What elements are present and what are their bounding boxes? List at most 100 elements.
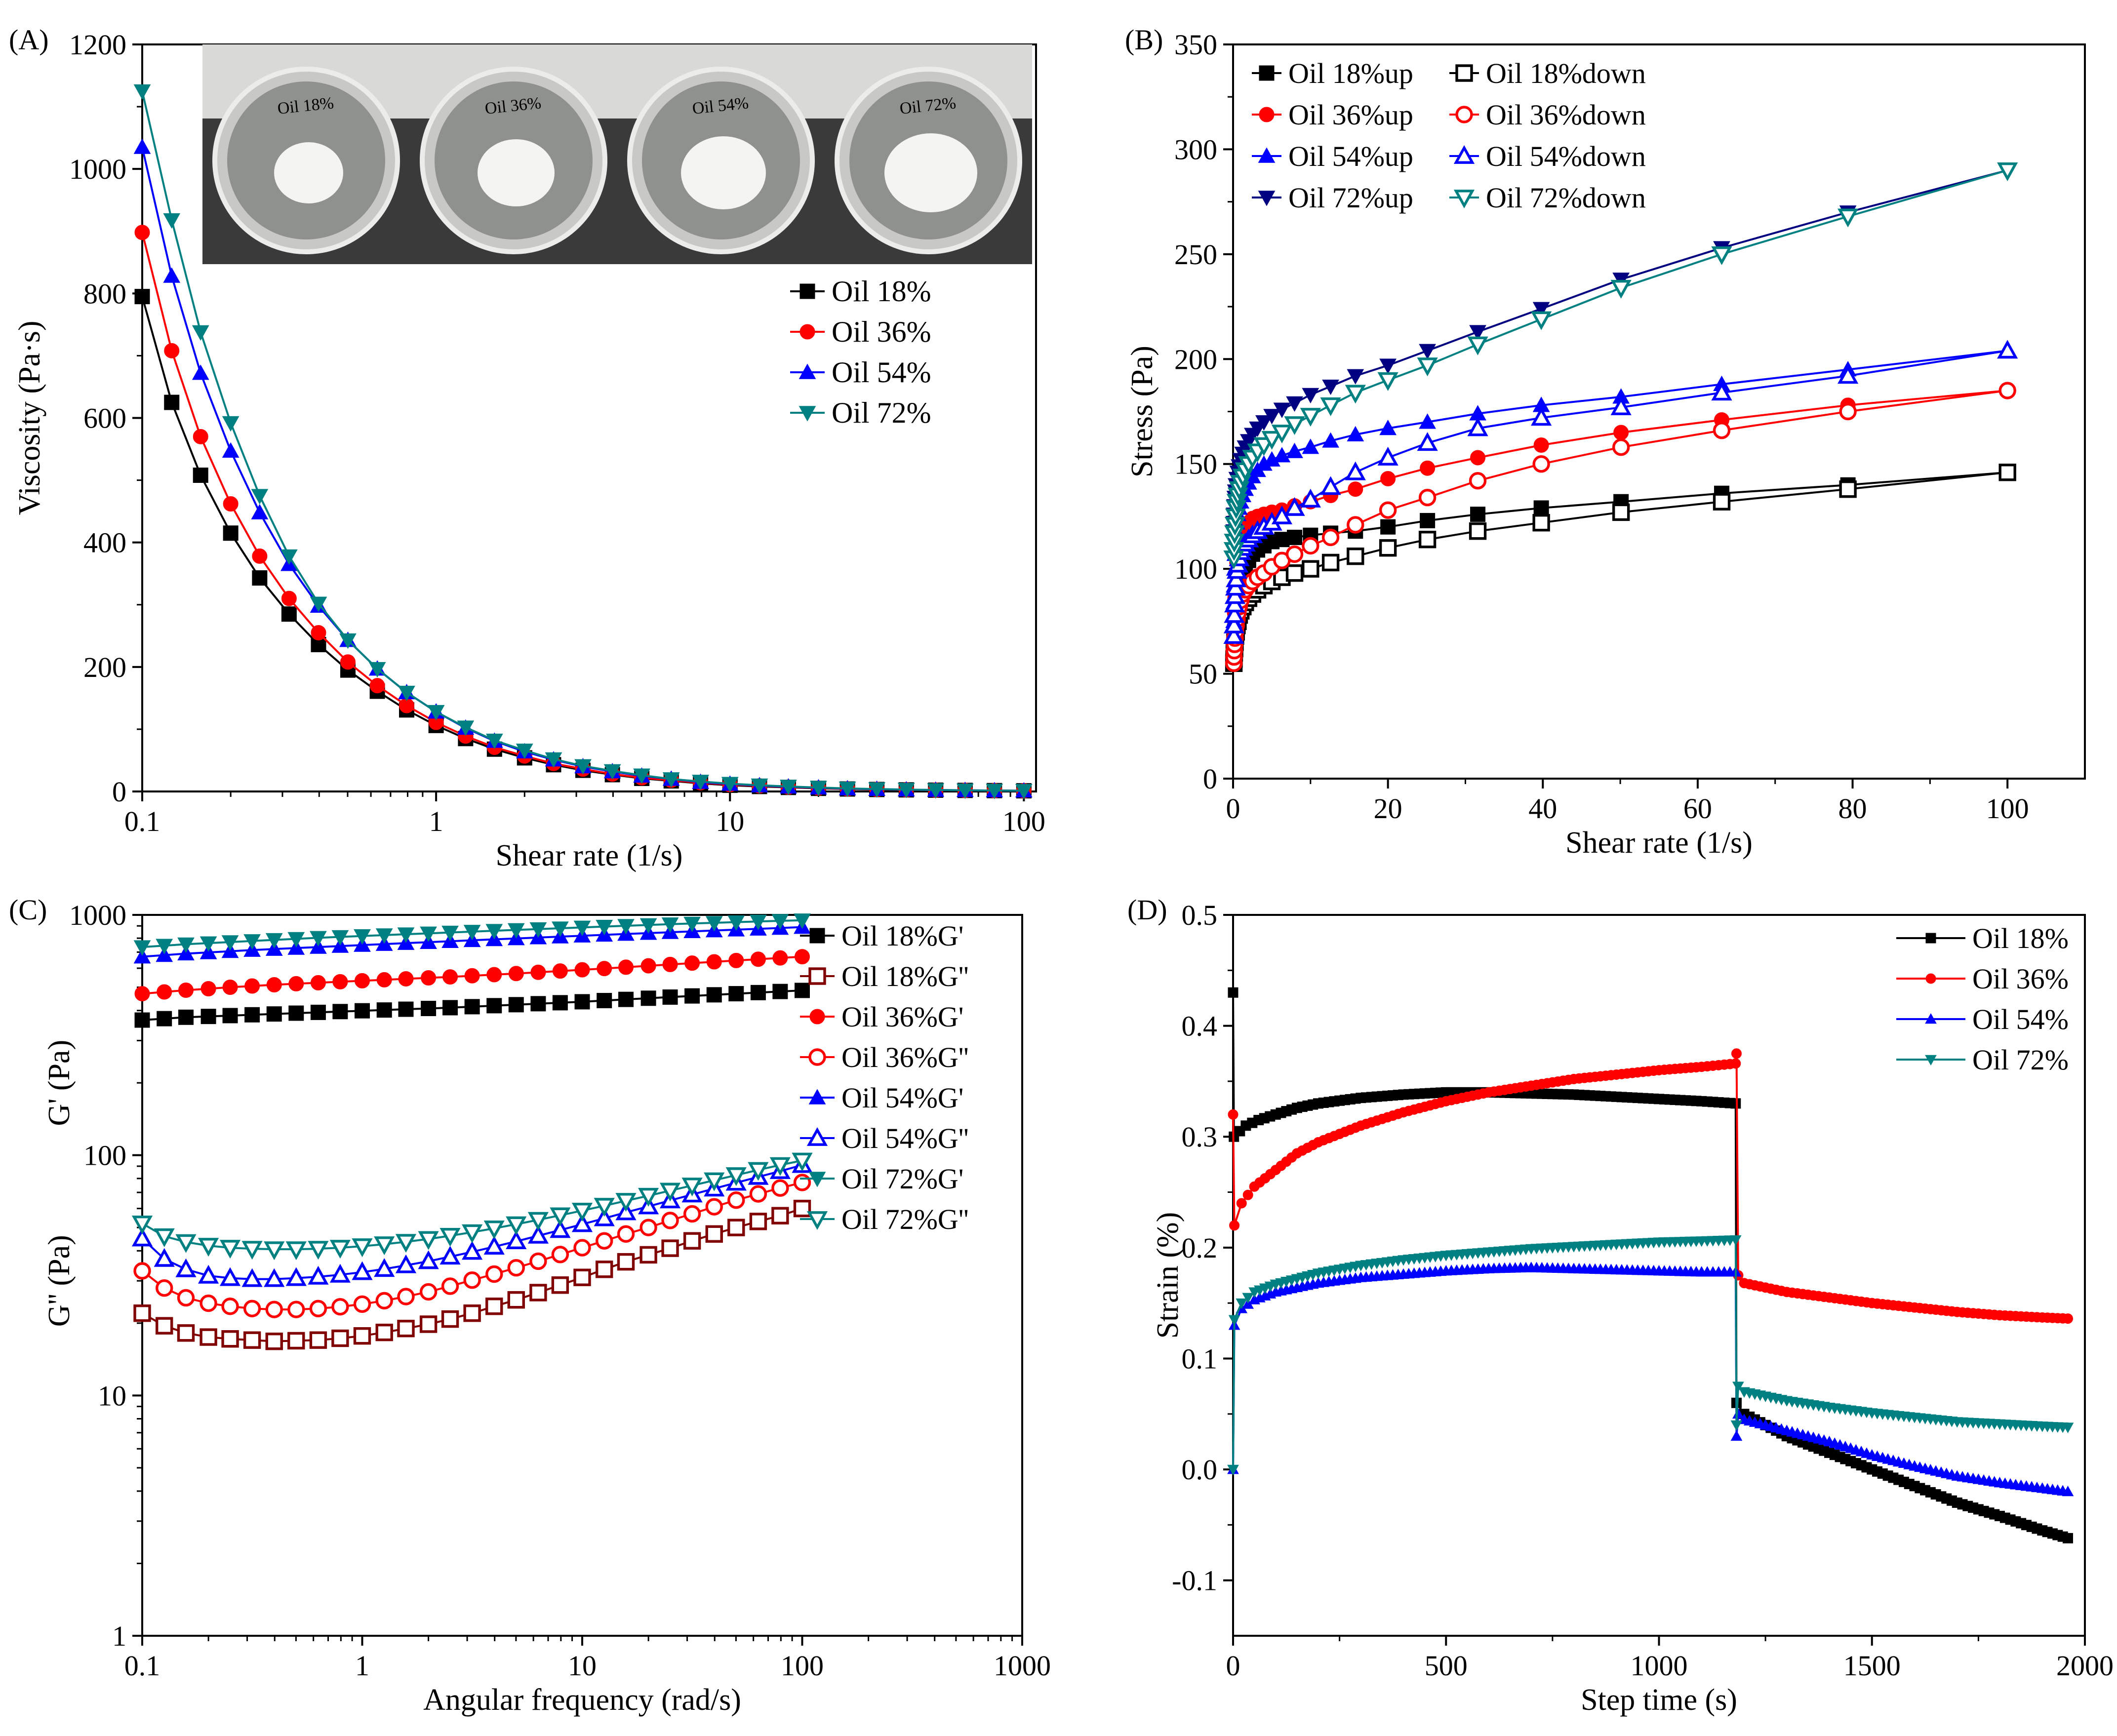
data-point: [1610, 396, 1632, 415]
legend: Oil 18%up Oil 18%down Oil 36%up Oil 36%down…: [1252, 57, 1646, 214]
x-tick-label: 100: [781, 1650, 824, 1682]
dish: Oil 72%: [835, 67, 1022, 254]
data-point: [1691, 1062, 1702, 1073]
data-point: [222, 416, 240, 432]
data-point: [1393, 1108, 1403, 1119]
data-point: [1563, 1089, 1574, 1100]
data-point: [551, 1276, 569, 1294]
data-point: [550, 1219, 571, 1238]
data-point: [1691, 1096, 1702, 1106]
data-point: [780, 780, 797, 795]
data-point: [1263, 409, 1280, 425]
data-point: [2031, 1481, 2043, 1493]
cream-sample: [884, 133, 977, 212]
data-point: [1236, 1298, 1248, 1309]
data-point: [1605, 1091, 1616, 1102]
data-point: [398, 1001, 414, 1017]
data-point: [264, 1268, 285, 1287]
data-point: [192, 325, 209, 341]
data-point: [721, 777, 739, 792]
data-point: [420, 926, 437, 942]
legend-label: Oil 18%G': [841, 920, 963, 952]
legend-marker: [1455, 64, 1473, 82]
data-point: [485, 1298, 503, 1315]
data-point: [266, 1006, 282, 1022]
data-point: [1307, 1270, 1319, 1281]
data-point: [285, 1241, 307, 1261]
legend-label: Oil 36%G'': [841, 1041, 969, 1073]
y-axis-label-bottom: G'' (Pa): [42, 1235, 76, 1327]
data-point: [163, 267, 181, 283]
data-point: [597, 993, 612, 1009]
data-point: [1350, 1272, 1361, 1283]
data-point: [427, 705, 445, 721]
data-point: [1989, 1509, 2000, 1520]
data-point: [421, 970, 437, 986]
data-point: [1998, 382, 2016, 399]
legend-item: Oil 54%: [790, 356, 931, 389]
data-point: [793, 1174, 811, 1191]
data-point: [223, 525, 239, 541]
legend-marker: [1453, 145, 1475, 164]
data-point: [706, 987, 722, 1003]
legend-item: Oil 54%down: [1449, 140, 1646, 172]
x-tick-label: 100: [1986, 792, 2029, 825]
y-tick-label: 1000: [69, 899, 126, 931]
data-point: [1322, 432, 1339, 448]
y-tick-label: 800: [83, 277, 126, 310]
data-point: [596, 1232, 613, 1250]
data-point: [507, 923, 525, 939]
data-point: [1228, 987, 1238, 998]
x-tick-label: 100: [1002, 805, 1045, 837]
y-axis-label-top: G' (Pa): [42, 1040, 76, 1126]
data-point: [1711, 382, 1732, 401]
panel-d: 0 500 1000 1500 2000 -0.1 0.0 0.1 0.2 0.3 0.4 0.5 (D…: [1127, 894, 2114, 1717]
data-point: [353, 1295, 371, 1313]
data-point: [439, 1227, 461, 1247]
series-oil-36-: [134, 225, 1032, 798]
data-point: [1861, 1407, 1873, 1419]
legend-label: Oil 54%up: [1288, 140, 1413, 172]
data-point: [463, 1271, 481, 1289]
data-point: [222, 1008, 238, 1024]
data-point: [1242, 1189, 1253, 1200]
data-point: [1320, 397, 1341, 416]
data-point: [464, 968, 480, 984]
data-point: [134, 225, 150, 240]
data-point: [683, 1232, 701, 1250]
data-point: [750, 985, 766, 1000]
data-point: [309, 1331, 327, 1349]
data-point: [1242, 1298, 1254, 1309]
data-point: [662, 772, 680, 788]
data-point: [597, 961, 612, 977]
data-point: [683, 916, 701, 932]
data-point: [441, 925, 459, 942]
data-point: [329, 1263, 351, 1283]
data-point: [1819, 1292, 1830, 1302]
data-point: [340, 654, 356, 670]
data-point: [1989, 1309, 2000, 1320]
legend-item: Oil 36%: [1896, 963, 2069, 995]
data-point: [241, 1268, 263, 1287]
data-point: [463, 1304, 481, 1322]
data-point: [1286, 1104, 1297, 1115]
data-point: [1946, 1417, 1958, 1427]
data-point: [1469, 522, 1487, 540]
legend-item: Oil 72%: [1896, 1044, 2069, 1076]
data-point: [266, 977, 282, 992]
data-point: [594, 1207, 615, 1226]
data-point: [1469, 472, 1487, 490]
data-point: [574, 759, 592, 775]
data-point: [375, 1323, 393, 1341]
data-point: [1605, 1070, 1616, 1081]
data-point: [639, 1246, 657, 1264]
data-point: [527, 1224, 549, 1244]
data-point: [545, 752, 562, 768]
data-point: [395, 1254, 417, 1273]
data-point: [1470, 507, 1486, 522]
data-point: [1261, 431, 1282, 450]
legend-item: Oil 36%G': [800, 1001, 963, 1033]
legend-marker: [808, 967, 826, 985]
data-point: [1533, 437, 1549, 453]
data-point: [154, 1248, 175, 1267]
